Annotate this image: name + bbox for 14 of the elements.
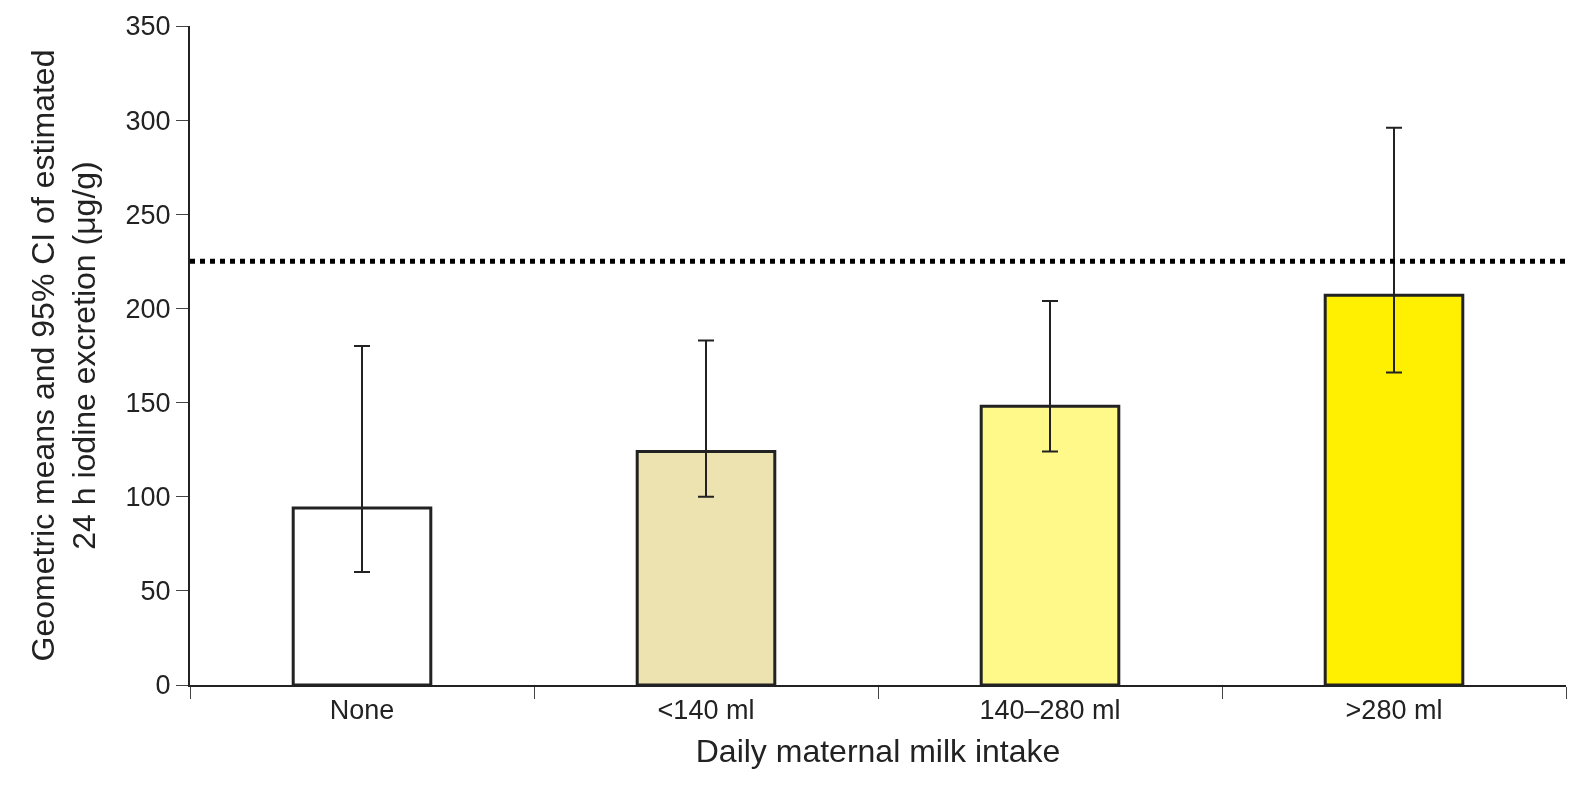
x-tick-label: >280 ml bbox=[1345, 695, 1443, 726]
x-tick-label: <140 ml bbox=[657, 695, 755, 726]
y-tick-label: 200 bbox=[125, 293, 171, 324]
y-axis-title: Geometric means and 95% CI of estimated 24 h iodine excretion (μg/g) bbox=[24, 49, 103, 662]
y-tick-label: 300 bbox=[125, 105, 171, 136]
x-tick-label: None bbox=[329, 695, 395, 726]
x-axis-title: Daily maternal milk intake bbox=[695, 732, 1061, 769]
y-tick-label: 150 bbox=[125, 388, 171, 419]
x-tick-label: 140–280 ml bbox=[979, 695, 1121, 726]
y-tick-label: 50 bbox=[140, 576, 171, 607]
y-tick-label: 0 bbox=[155, 670, 171, 701]
y-tick-label: 100 bbox=[125, 482, 171, 513]
y-tick-label: 250 bbox=[125, 199, 171, 230]
y-tick-label: 350 bbox=[125, 11, 171, 42]
